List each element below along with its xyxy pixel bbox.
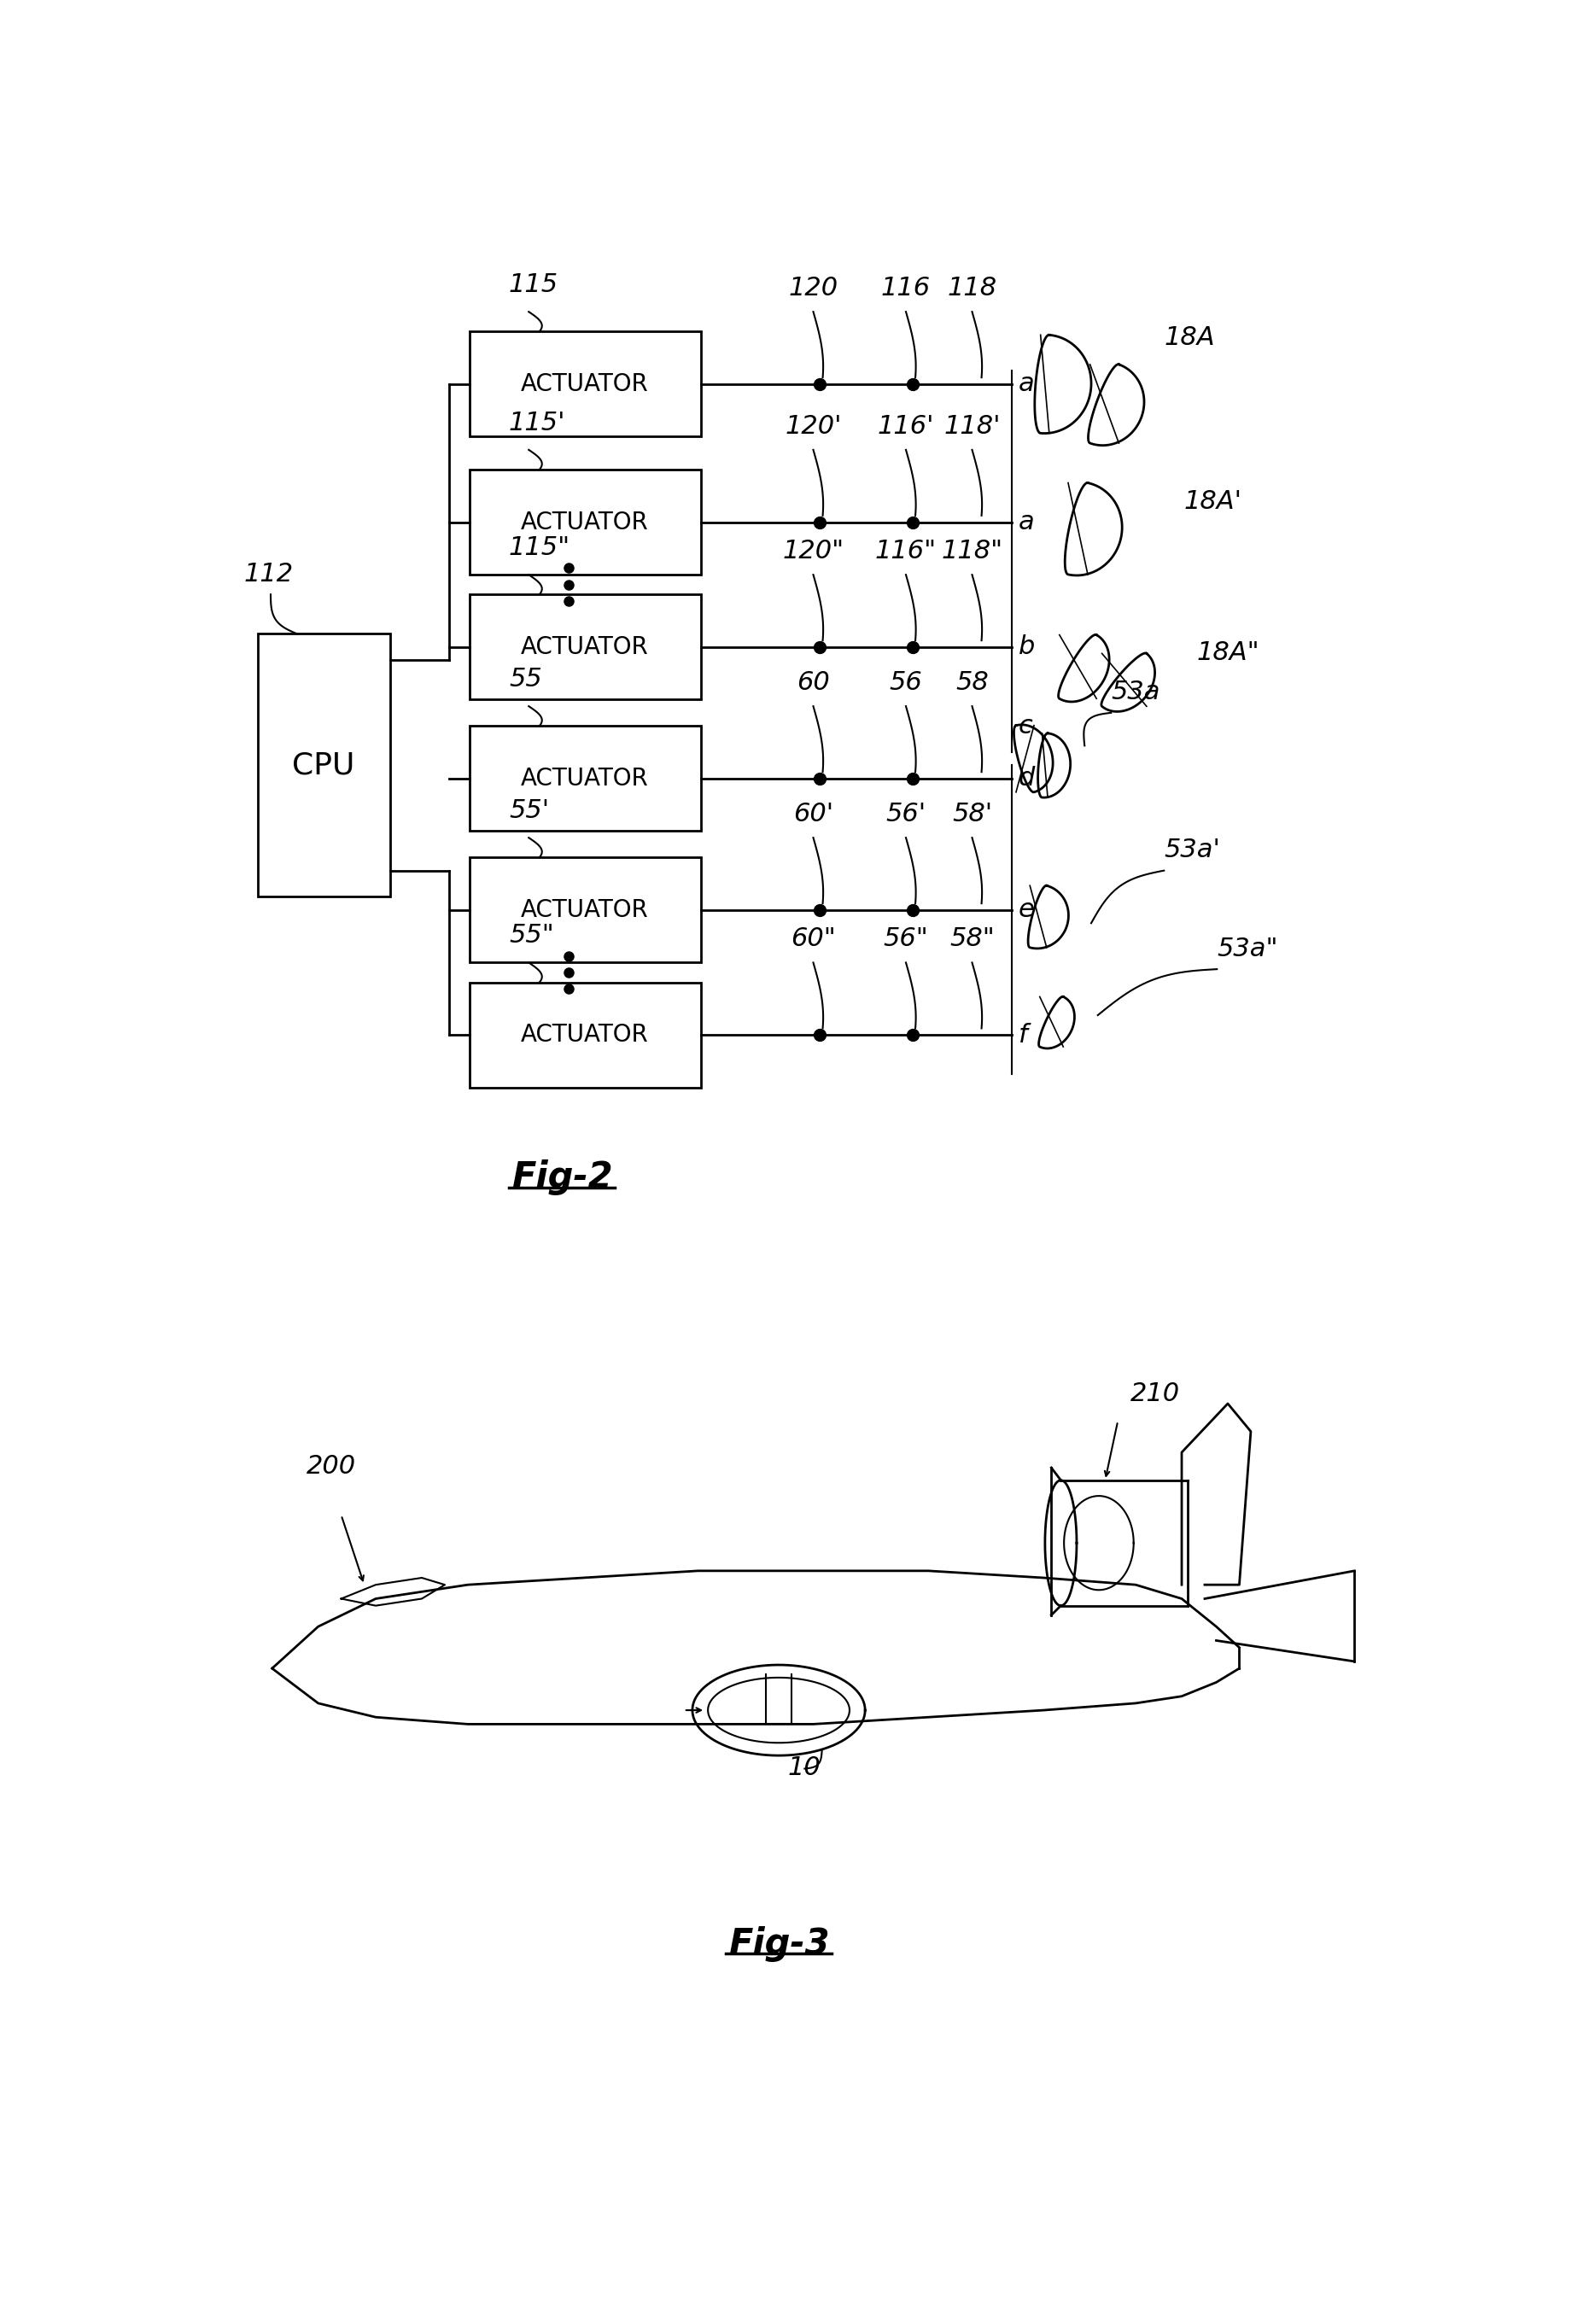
Text: ACTUATOR: ACTUATOR [521, 634, 649, 660]
Bar [469, 332, 701, 437]
Text: 118: 118 [947, 277, 997, 300]
Text: Fig-3: Fig-3 [728, 1927, 829, 1961]
Text: 18A': 18A' [1184, 490, 1243, 514]
Text: 116": 116" [875, 539, 937, 562]
Text: b: b [1018, 634, 1035, 660]
Text: 55': 55' [508, 799, 549, 823]
Bar [469, 469, 701, 574]
Text: 53a": 53a" [1217, 937, 1277, 962]
Text: 115': 115' [508, 411, 565, 435]
Text: 120": 120" [782, 539, 844, 562]
Text: ACTUATOR: ACTUATOR [521, 767, 649, 790]
Text: 56": 56" [883, 927, 929, 951]
Text: 58': 58' [951, 802, 993, 827]
Text: f: f [1018, 1023, 1027, 1048]
Text: 210: 210 [1130, 1383, 1181, 1406]
Text: 115: 115 [508, 272, 559, 297]
Bar [258, 634, 389, 897]
Text: 53a: 53a [1111, 681, 1160, 704]
Text: ACTUATOR: ACTUATOR [521, 1023, 649, 1046]
Text: 18A: 18A [1164, 325, 1214, 349]
Text: CPU: CPU [293, 751, 355, 781]
Text: 120': 120' [785, 414, 842, 439]
Text: 116': 116' [877, 414, 934, 439]
Text: e: e [1018, 897, 1034, 923]
Text: c: c [1018, 713, 1032, 739]
Bar [469, 858, 701, 962]
Text: 118": 118" [942, 539, 1004, 562]
Text: 58: 58 [956, 669, 989, 695]
Text: 60": 60" [792, 927, 836, 951]
Text: a: a [1018, 372, 1034, 397]
Text: ACTUATOR: ACTUATOR [521, 897, 649, 923]
Text: 56': 56' [886, 802, 926, 827]
Text: 200: 200 [307, 1452, 356, 1478]
Text: 120: 120 [788, 277, 837, 300]
Text: 55": 55" [508, 923, 554, 948]
Text: 118': 118' [943, 414, 1000, 439]
Text: a: a [1018, 509, 1034, 535]
Text: 116: 116 [882, 277, 931, 300]
Text: 53a': 53a' [1164, 837, 1220, 862]
Text: 60': 60' [793, 802, 833, 827]
Text: 56: 56 [890, 669, 923, 695]
Bar [469, 725, 701, 832]
Text: 55: 55 [508, 667, 541, 693]
Text: ACTUATOR: ACTUATOR [521, 372, 649, 395]
Text: ACTUATOR: ACTUATOR [521, 511, 649, 535]
Text: 58": 58" [950, 927, 994, 951]
Text: 18A": 18A" [1197, 641, 1260, 665]
Text: 10: 10 [788, 1755, 822, 1780]
Text: 115": 115" [508, 535, 570, 560]
Text: 60: 60 [796, 669, 829, 695]
Bar [469, 595, 701, 700]
Text: d: d [1018, 767, 1035, 790]
Text: 112: 112 [244, 562, 294, 586]
Text: Fig-2: Fig-2 [511, 1160, 613, 1195]
Bar [469, 983, 701, 1088]
